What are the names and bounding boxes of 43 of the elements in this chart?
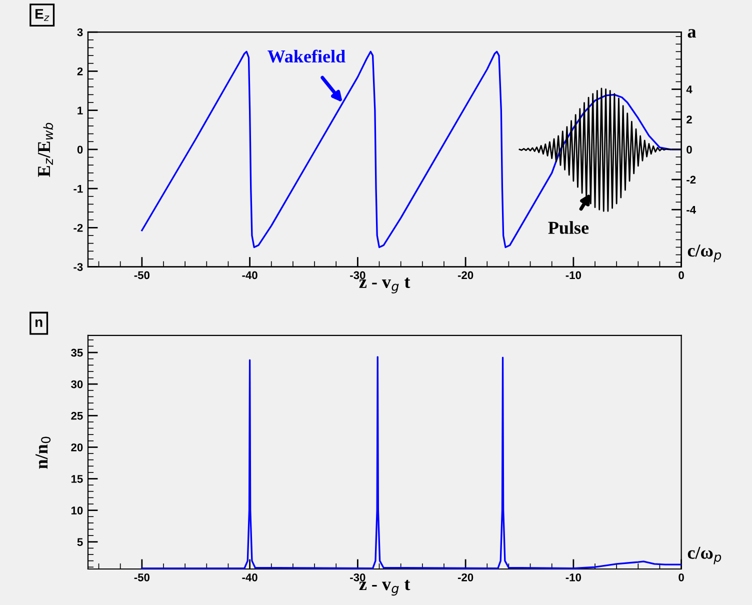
x-tick-label: -10 bbox=[566, 271, 582, 280]
y-tick-label: 5 bbox=[77, 538, 83, 546]
annotation: Pulse bbox=[548, 221, 589, 234]
x-tick-label: -20 bbox=[458, 271, 474, 280]
y-tick-label: 30 bbox=[71, 380, 83, 388]
y-tick-label: 2 bbox=[77, 67, 83, 76]
y2-axis-title: a bbox=[688, 29, 696, 38]
y-tick-label: -1 bbox=[74, 184, 83, 193]
x-tick-label: -30 bbox=[350, 573, 366, 582]
text: c/ω$_{p}$ bbox=[688, 244, 722, 262]
y-tick-label: -3 bbox=[74, 263, 83, 271]
annotation: Wakefield bbox=[268, 50, 346, 63]
y-tick-label: 10 bbox=[71, 506, 83, 514]
chart-title: n bbox=[36, 319, 42, 327]
x-tick-label: -40 bbox=[242, 573, 258, 582]
x-tick-label: 0 bbox=[678, 573, 684, 582]
x-tick-label: -10 bbox=[566, 573, 582, 582]
y-tick-label: 35 bbox=[71, 348, 83, 357]
y-tick-label: 0 bbox=[77, 146, 83, 154]
y2-tick-label: -4 bbox=[686, 206, 696, 214]
x-tick-label: -30 bbox=[350, 271, 366, 280]
x-tick-label: -20 bbox=[458, 573, 474, 582]
y-tick-label: 20 bbox=[71, 443, 83, 452]
y2-tick-label: 0 bbox=[686, 146, 692, 154]
y2-tick-label: -2 bbox=[686, 176, 696, 184]
y-axis-title: n/n$_{0}$ bbox=[36, 436, 51, 469]
x-axis-title: z - v$_{g}$ t bbox=[359, 278, 410, 294]
y-tick-label: 15 bbox=[71, 475, 83, 483]
x-tick-label: -50 bbox=[134, 271, 150, 280]
y-tick-label: 25 bbox=[71, 412, 83, 420]
chart-title: E$_{z}$ bbox=[36, 9, 50, 21]
x-tick-label: -40 bbox=[242, 271, 258, 280]
y-axis-title: E$_{z}$/E$_{wb}$ bbox=[38, 122, 54, 177]
y-tick-label: -2 bbox=[74, 224, 83, 232]
y2-tick-label: 2 bbox=[686, 116, 692, 124]
y-tick-label: 1 bbox=[78, 106, 83, 114]
y2-tick-label: 4 bbox=[686, 86, 692, 94]
x-tick-label: 0 bbox=[678, 271, 684, 280]
y-tick-label: 3 bbox=[77, 28, 83, 36]
line-series bbox=[141, 50, 682, 248]
x-tick-label: -50 bbox=[134, 573, 150, 582]
line-series bbox=[141, 356, 682, 570]
text: c/ω$_{p}$ bbox=[688, 546, 722, 564]
